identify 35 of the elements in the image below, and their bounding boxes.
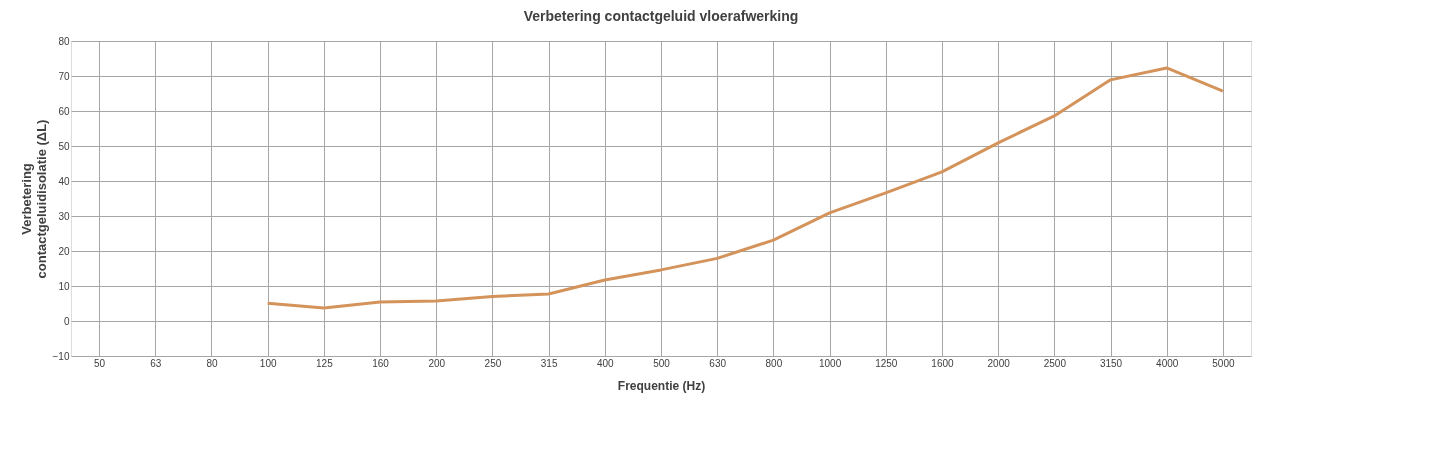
- x-tick-label: 50: [94, 357, 106, 369]
- y-tick-label: 60: [58, 105, 70, 117]
- x-tick-label: 125: [316, 357, 334, 369]
- y-tick-label: 40: [58, 175, 70, 187]
- chart-title: Verbetering contactgeluid vloerafwerking: [523, 8, 799, 24]
- x-tick-label: 4000: [1156, 357, 1179, 369]
- x-tick-label: 630: [709, 357, 727, 369]
- x-tick-label: 500: [653, 357, 671, 369]
- x-tick-label: 2500: [1043, 357, 1067, 369]
- y-tick-label: 50: [58, 140, 70, 152]
- x-tick-label: 1600: [931, 357, 955, 369]
- x-tick-label: 1250: [875, 357, 898, 369]
- x-tick-label: 80: [206, 357, 218, 369]
- y-tick-label: 80: [58, 35, 70, 47]
- y-tick-label: 10: [58, 280, 70, 292]
- x-tick-label: 2000: [987, 357, 1011, 369]
- x-tick-label: 315: [540, 357, 558, 369]
- y-tick-label: −10: [52, 350, 70, 362]
- line-series: [266, 66, 1225, 310]
- y-axis-title: Verbetering contactgeluidisolatie (ΔL): [18, 119, 49, 279]
- x-tick-label: 3150: [1099, 357, 1123, 369]
- x-tick-label: 100: [259, 357, 277, 369]
- y-tick-label: 20: [58, 245, 70, 257]
- y-tick-label: 0: [63, 315, 70, 327]
- x-tick-label: 800: [765, 357, 783, 369]
- x-axis-title: Frequentie (Hz): [617, 378, 706, 393]
- x-tick-label: 160: [372, 357, 390, 369]
- x-tick-label: 63: [150, 357, 162, 369]
- y-tick-label: 70: [58, 70, 70, 82]
- x-tick-label: 200: [428, 357, 446, 369]
- x-tick-label: 250: [484, 357, 502, 369]
- y-tick-label: 30: [58, 210, 70, 222]
- x-tick-label: 5000: [1212, 357, 1235, 369]
- x-tick-label: 1000: [818, 357, 842, 369]
- x-tick-label: 400: [596, 357, 615, 369]
